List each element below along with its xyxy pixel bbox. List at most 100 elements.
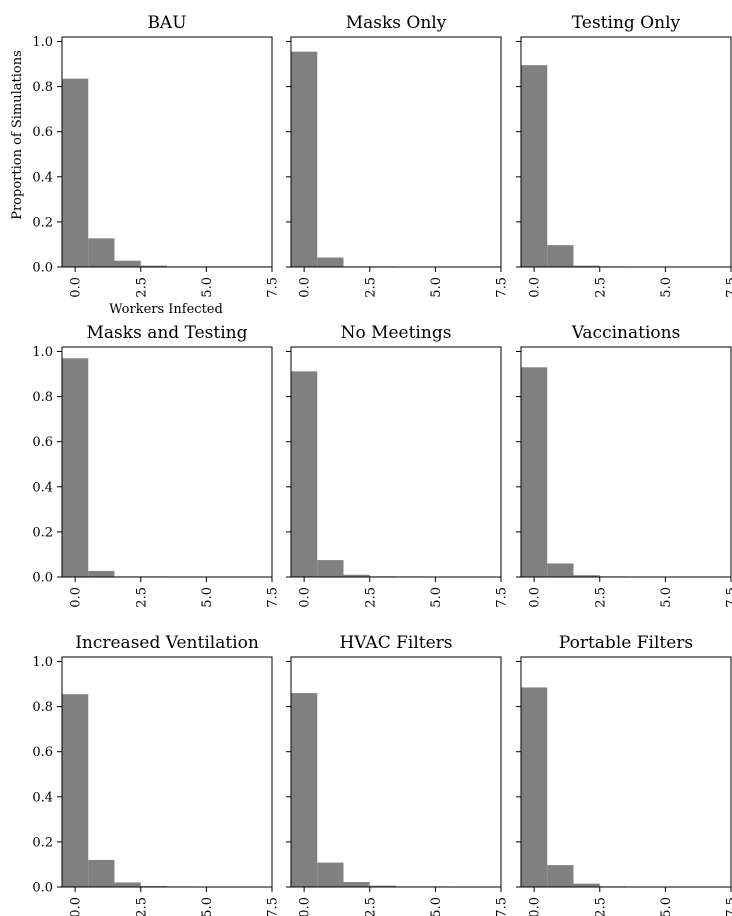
x-tick-label: 7.5 — [495, 897, 510, 916]
histogram-bar — [317, 257, 344, 267]
panel-title: Increased Ventilation — [75, 633, 259, 653]
x-tick-label: 5.0 — [200, 587, 215, 608]
x-tick-label: 7.5 — [495, 587, 510, 608]
y-tick-label: 0.6 — [32, 435, 53, 450]
y-tick-label: 0.2 — [32, 525, 53, 540]
histogram-bar — [573, 265, 600, 267]
y-tick-label: 0.8 — [32, 80, 53, 95]
plot-frame — [61, 346, 273, 578]
panel-6: Vaccinations 0.0 2.5 5.0 7.5 — [516, 323, 732, 608]
x-tick-label: 2.5 — [593, 277, 608, 298]
y-tick-label: 0.0 — [32, 261, 53, 276]
panel-4: Masks and Testing 0.0 0.2 0.4 0.6 0.8 1.0 0.0 2.… — [32, 323, 280, 608]
y-tick-label: 0.8 — [32, 390, 53, 405]
y-tick-label: 0.0 — [32, 881, 53, 896]
x-tick-label: 7.5 — [495, 277, 510, 298]
histogram-bar — [573, 883, 600, 887]
histogram-bar — [521, 687, 548, 887]
y-tick-label: 0.6 — [32, 745, 53, 760]
panel-title: BAU — [147, 13, 186, 33]
x-tick-label: 5.0 — [659, 277, 674, 298]
panel-title: HVAC Filters — [339, 633, 452, 653]
histogram-bar — [547, 245, 574, 267]
y-axis-label: Proportion of Simulations — [10, 50, 25, 220]
panel-3: Testing Only 0.0 2.5 5.0 7.5 — [516, 13, 732, 298]
x-tick-label: 2.5 — [593, 587, 608, 608]
plot-frame — [61, 656, 273, 888]
x-tick-label: 0.0 — [298, 897, 313, 916]
histogram-bar — [547, 563, 574, 577]
x-tick-label: 2.5 — [363, 897, 378, 916]
x-tick-label: 2.5 — [134, 897, 149, 916]
x-tick-label: 5.0 — [200, 897, 215, 916]
x-axis-label: Workers Infected — [109, 302, 223, 317]
histogram-bar — [317, 862, 344, 887]
panel-7: Increased Ventilation 0.0 0.2 0.4 0.6 0.8 1.0 0… — [32, 633, 280, 916]
x-tick-label: 0.0 — [528, 587, 543, 608]
panel-5: No Meetings 0.0 2.5 5.0 7.5 — [286, 323, 510, 608]
panel-title: No Meetings — [341, 323, 452, 343]
histogram-bar — [547, 865, 574, 887]
y-tick-label: 0.2 — [32, 835, 53, 850]
x-tick-label: 0.0 — [298, 587, 313, 608]
plot-frame — [520, 656, 732, 888]
x-tick-label: 7.5 — [266, 587, 281, 608]
histogram-bar — [291, 693, 318, 887]
panel-title: Testing Only — [572, 13, 681, 33]
histogram-bar — [291, 371, 318, 577]
x-tick-label: 2.5 — [134, 277, 149, 298]
histogram-bar — [114, 260, 141, 267]
histogram-bar — [62, 358, 89, 577]
x-tick-label: 2.5 — [134, 587, 149, 608]
panel-title: Masks Only — [346, 13, 447, 33]
x-tick-label: 0.0 — [69, 587, 84, 608]
histogram-bar — [343, 574, 370, 577]
histogram-bar — [88, 570, 115, 577]
x-tick-label: 0.0 — [528, 897, 543, 916]
histogram-bar — [88, 238, 115, 267]
histogram-bar — [62, 694, 89, 887]
y-tick-label: 1.0 — [32, 345, 53, 360]
x-tick-label: 2.5 — [363, 277, 378, 298]
histogram-bar — [291, 51, 318, 268]
plot-frame — [290, 36, 502, 268]
x-tick-label: 2.5 — [593, 897, 608, 916]
x-tick-label: 5.0 — [429, 277, 444, 298]
histogram-bar — [521, 367, 548, 577]
panel-9: Portable Filters 0.0 2.5 5.0 7.5 — [516, 633, 732, 916]
x-tick-label: 5.0 — [200, 277, 215, 298]
panel-2: Masks Only 0.0 2.5 5.0 7.5 — [286, 13, 510, 298]
x-tick-label: 0.0 — [69, 897, 84, 916]
y-tick-label: 0.2 — [32, 215, 53, 230]
x-tick-label: 5.0 — [429, 897, 444, 916]
x-tick-label: 7.5 — [266, 897, 281, 916]
x-tick-label: 0.0 — [298, 277, 313, 298]
x-tick-label: 5.0 — [429, 587, 444, 608]
panel-8: HVAC Filters 0.0 2.5 5.0 7.5 — [286, 633, 510, 916]
histogram-bar — [62, 78, 89, 267]
histogram-bar — [521, 65, 548, 267]
histogram-bar — [140, 265, 167, 267]
panel-title: Vaccinations — [571, 323, 681, 343]
plot-frame — [290, 346, 502, 578]
x-tick-label: 7.5 — [725, 277, 732, 298]
x-tick-label: 0.0 — [69, 277, 84, 298]
plot-frame — [290, 656, 502, 888]
y-tick-label: 0.4 — [32, 790, 53, 805]
x-tick-label: 7.5 — [725, 897, 732, 916]
histogram-bar — [114, 882, 141, 887]
x-tick-label: 5.0 — [659, 587, 674, 608]
panel-title: Portable Filters — [559, 633, 693, 653]
y-tick-label: 0.6 — [32, 125, 53, 140]
plot-frame — [520, 36, 732, 268]
histogram-bar — [343, 882, 370, 887]
panel-1: BAU 0.0 0.2 0.4 0.6 0.8 1.0 0.0 2.5 5.0 7.5 — [32, 13, 280, 298]
x-tick-label: 0.0 — [528, 277, 543, 298]
plot-frame — [520, 346, 732, 578]
y-tick-label: 0.8 — [32, 700, 53, 715]
y-tick-label: 1.0 — [32, 35, 53, 50]
x-tick-label: 7.5 — [725, 587, 732, 608]
histogram-bar — [88, 859, 115, 887]
